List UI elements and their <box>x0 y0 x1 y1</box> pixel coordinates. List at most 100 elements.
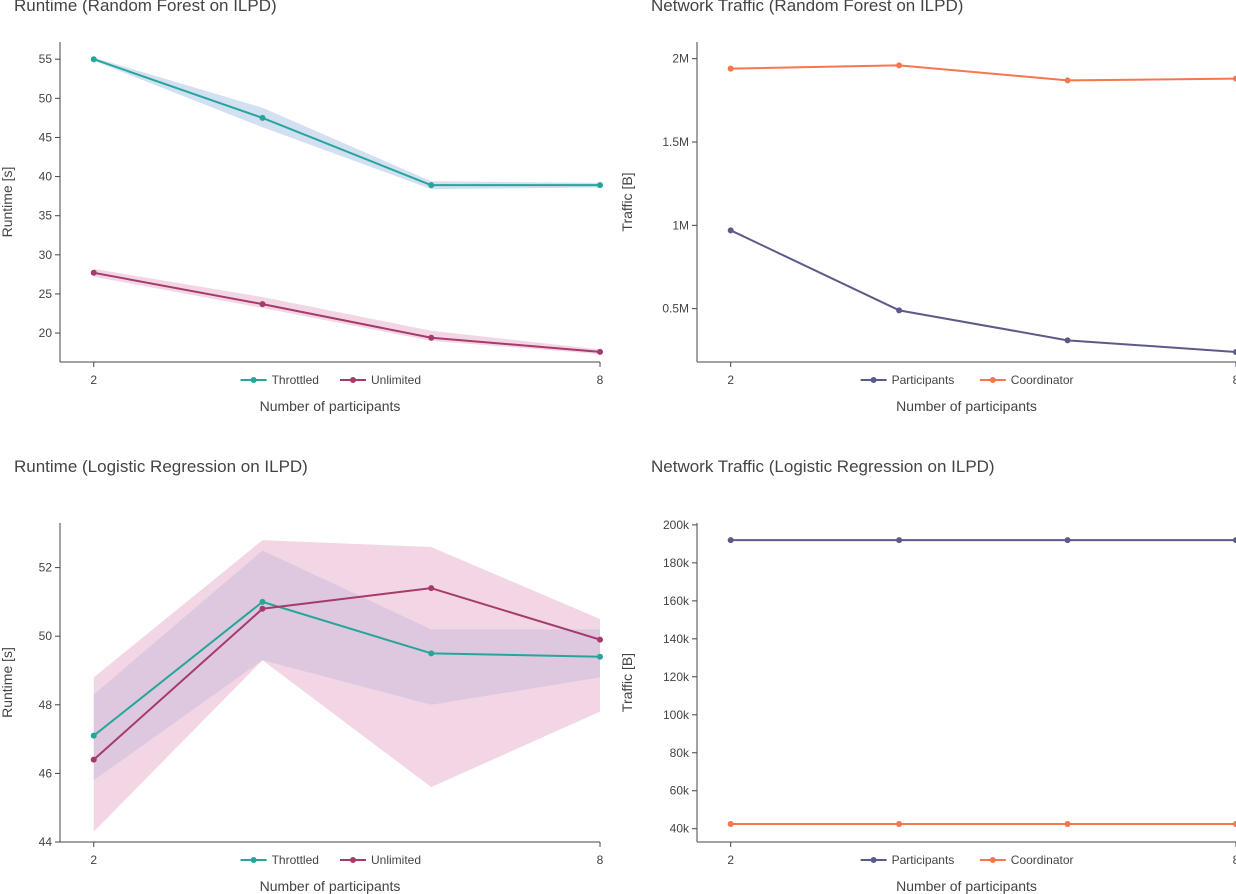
data-point-unlimited <box>597 348 603 355</box>
y-tick-label: 45 <box>39 130 53 144</box>
x-axis-title: Number of participants <box>260 398 401 414</box>
series-line-unlimited <box>93 587 601 761</box>
y-tick-label: 20 <box>39 326 53 340</box>
chart-title: Runtime (Logistic Regression on ILPD) <box>14 457 308 476</box>
legend-label-unlimited: Unlimited <box>371 853 421 867</box>
x-tick-label: 8 <box>597 373 604 387</box>
y-tick-label: 46 <box>39 766 53 780</box>
y-tick-label: 120k <box>663 670 690 684</box>
legend-swatch-marker-participants <box>870 857 877 863</box>
y-tick-label: 1.5M <box>662 135 689 149</box>
x-axis-title: Number of participants <box>896 398 1037 414</box>
y-tick-label: 160k <box>663 594 690 608</box>
y-tick-label: 2M <box>672 52 689 66</box>
data-point-participants <box>1064 337 1071 344</box>
y-tick-label: 80k <box>670 746 690 760</box>
confidence-band-unlimited <box>93 540 600 832</box>
y-tick-label: 140k <box>663 632 690 646</box>
data-point-participants <box>1064 537 1071 544</box>
data-point-unlimited <box>597 636 603 643</box>
x-tick-label: 2 <box>90 853 97 867</box>
y-tick-label: 44 <box>39 835 53 849</box>
data-point-coordinator <box>896 62 903 69</box>
data-point-coordinator <box>1233 75 1236 82</box>
y-tick-label: 50 <box>39 629 53 643</box>
data-point-throttled <box>428 650 435 657</box>
y-tick-label: 1M <box>672 218 689 232</box>
y-tick-label: 35 <box>39 209 53 223</box>
data-point-throttled <box>90 732 97 739</box>
data-point-participants <box>727 537 734 544</box>
data-point-throttled <box>90 56 97 63</box>
series-line-throttled <box>93 58 600 187</box>
y-tick-label: 60k <box>670 784 690 798</box>
data-point-unlimited <box>259 301 266 308</box>
legend-label-throttled: Throttled <box>272 853 319 867</box>
data-point-coordinator <box>1064 820 1071 827</box>
x-axis-title: Number of participants <box>896 878 1037 894</box>
y-axis-title: Runtime [s] <box>0 167 15 238</box>
x-tick-label: 2 <box>727 853 734 867</box>
data-point-participants <box>727 227 734 234</box>
data-point-unlimited <box>90 269 97 276</box>
data-point-throttled <box>259 114 266 121</box>
x-tick-label: 2 <box>727 373 734 387</box>
y-tick-label: 25 <box>39 287 53 301</box>
y-tick-label: 40 <box>39 170 53 184</box>
data-point-coordinator <box>1233 820 1236 827</box>
y-axis-title: Traffic [B] <box>619 653 635 712</box>
confidence-band-unlimited <box>93 268 600 355</box>
y-tick-label: 50 <box>39 91 53 105</box>
legend-label-unlimited: Unlimited <box>371 373 421 387</box>
series-line-unlimited <box>93 271 601 353</box>
legend-label-participants: Participants <box>892 853 955 867</box>
legend-swatch-marker-unlimited <box>350 857 356 863</box>
legend-swatch-marker-throttled <box>250 377 257 383</box>
y-axis-title: Runtime [s] <box>0 647 15 718</box>
series-line-participants <box>730 229 1236 353</box>
legend-label-coordinator: Coordinator <box>1011 853 1074 867</box>
data-point-coordinator <box>1064 77 1071 84</box>
data-point-participants <box>1233 349 1236 355</box>
y-tick-label: 48 <box>39 698 53 712</box>
legend-swatch-marker-throttled <box>250 857 257 863</box>
chart-title: Runtime (Random Forest on ILPD) <box>14 0 277 15</box>
legend-label-coordinator: Coordinator <box>1011 373 1074 387</box>
data-point-throttled <box>259 598 266 605</box>
legend-swatch-marker-coordinator <box>989 377 996 383</box>
chart-lr-runtime: 44 46 48 50 52 2 8 Number of participants Runtim… <box>0 523 604 894</box>
data-point-coordinator <box>896 820 903 827</box>
chart-panel-lr-runtime: Runtime (Logistic Regression on ILPD) 44… <box>0 447 618 894</box>
data-point-throttled <box>428 182 435 189</box>
data-point-unlimited <box>259 605 266 612</box>
legend-label-participants: Participants <box>892 373 955 387</box>
chart-title: Network Traffic (Logistic Regression on … <box>651 457 995 476</box>
chart-panel-lr-traffic: Network Traffic (Logistic Regression on … <box>618 447 1236 894</box>
y-tick-label: 55 <box>39 52 53 66</box>
y-tick-label: 40k <box>670 822 690 836</box>
series-line-coordinator <box>730 64 1236 82</box>
series-line-throttled <box>93 600 601 737</box>
y-tick-label: 0.5M <box>662 302 689 316</box>
data-point-unlimited <box>428 585 435 592</box>
data-point-throttled <box>597 182 603 189</box>
chart-lr-traffic: 40k 60k 80k 100k 120k 140k 160k 180k 200k 2 8 Numbe… <box>619 518 1236 894</box>
data-point-participants <box>896 537 903 544</box>
chart-rf-traffic: 0.5M 1M 1.5M 2M 2 8 Number of participants Traf… <box>619 42 1236 414</box>
y-tick-label: 180k <box>663 556 690 570</box>
data-point-coordinator <box>727 820 734 827</box>
y-tick-label: 100k <box>663 708 690 722</box>
y-tick-label: 200k <box>663 518 690 532</box>
x-tick-label: 8 <box>1233 373 1236 387</box>
chart-rf-runtime: 20 25 30 35 40 45 50 55 2 8 Number of participants… <box>0 42 604 414</box>
data-point-participants <box>1233 537 1236 544</box>
data-point-unlimited <box>428 334 435 341</box>
legend-swatch-marker-unlimited <box>350 377 356 383</box>
y-tick-label: 30 <box>39 248 53 262</box>
data-point-participants <box>896 307 903 314</box>
y-axis-title: Traffic [B] <box>619 172 635 231</box>
y-tick-label: 52 <box>39 561 53 575</box>
x-tick-label: 2 <box>90 373 97 387</box>
chart-title: Network Traffic (Random Forest on ILPD) <box>651 0 964 15</box>
x-axis-title: Number of participants <box>260 878 401 894</box>
